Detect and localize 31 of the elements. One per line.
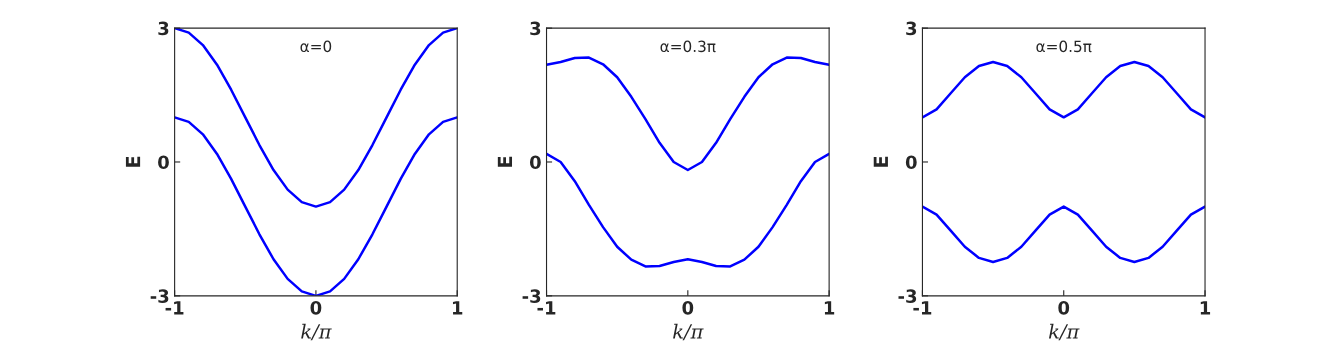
y-axis-title: E: [125, 156, 141, 167]
y-tick-label: -3: [522, 289, 541, 303]
line-series: [546, 56, 830, 172]
x-tick-label: 0: [682, 301, 694, 315]
y-axis-title: E: [873, 156, 888, 167]
x-axis-title: k/π: [301, 323, 332, 341]
line-series: [922, 60, 1206, 119]
x-tick-label: 1: [452, 301, 463, 315]
text: α=0.5π: [1036, 40, 1092, 53]
y-tick-label: 0: [158, 155, 169, 170]
x-tick-label: -1: [537, 301, 556, 315]
text: α=0.3π: [660, 40, 716, 53]
y-tick-label: -3: [150, 289, 169, 303]
x-axis-title: k/π: [673, 323, 704, 341]
x-tick-label: 1: [1200, 301, 1211, 315]
y-axis-title: E: [497, 156, 513, 167]
y-tick-label: 0: [529, 155, 541, 170]
x-tick-label: -1: [913, 301, 932, 315]
x-tick-label: 0: [1058, 301, 1070, 315]
x-axis-title: k/π: [1048, 323, 1080, 341]
x-tick-label: -1: [165, 301, 184, 315]
y-tick-label: 3: [906, 21, 917, 36]
y-tick-label: -3: [898, 289, 917, 303]
x-tick-label: 1: [824, 301, 835, 315]
line-series: [922, 205, 1206, 264]
y-tick-label: 3: [530, 21, 541, 36]
y-tick-label: 0: [905, 155, 917, 170]
text: α=0: [300, 40, 332, 53]
x-tick-label: 0: [310, 301, 322, 315]
line-series: [546, 152, 830, 268]
y-tick-label: 3: [158, 21, 169, 36]
